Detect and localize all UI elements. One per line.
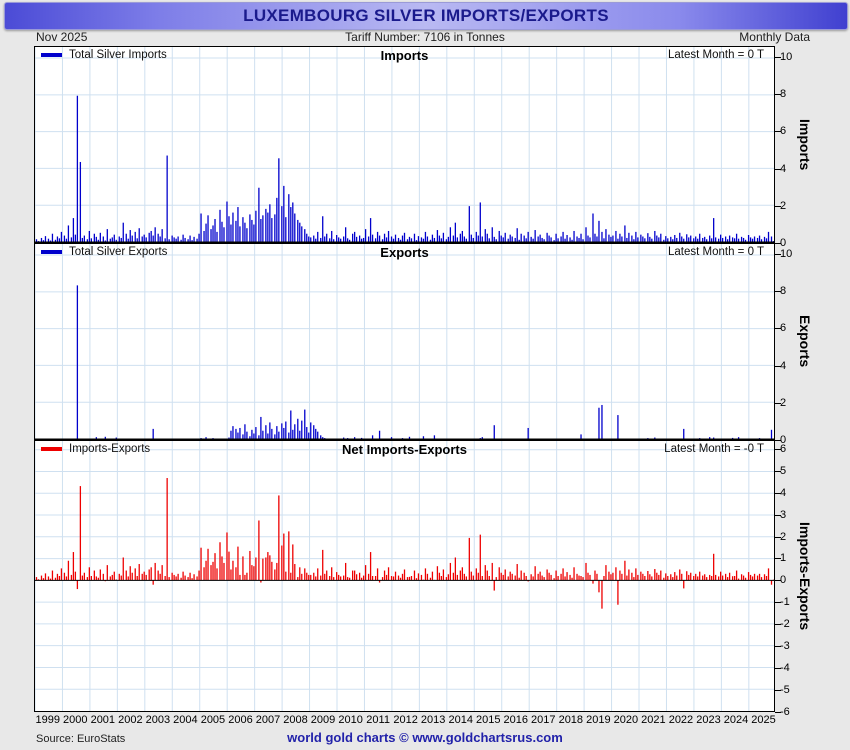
y-tick-label: -4	[780, 662, 790, 675]
y-tick-label: 10	[780, 51, 793, 64]
y-tick-mark	[775, 243, 781, 244]
y-axis-title-exports: Exports	[797, 315, 813, 368]
y-tick-mark	[775, 690, 781, 692]
x-tick-label: 2001	[90, 714, 116, 726]
x-tick-label: 2020	[613, 714, 639, 726]
x-tick-label: 2023	[696, 714, 721, 726]
y-tick-label: 4	[780, 486, 787, 499]
y-tick-mark	[775, 646, 781, 648]
y-tick-label: -1	[780, 596, 790, 609]
y-tick-mark	[775, 536, 781, 538]
y-tick-label: 3	[780, 508, 787, 521]
y-tick-label: 0	[780, 237, 787, 249]
y-tick-mark	[775, 514, 781, 516]
y-tick-label: -5	[780, 684, 790, 697]
x-tick-label: 2016	[503, 714, 528, 726]
chart-panel-imports: Total Silver Imports Imports Latest Mont…	[34, 46, 775, 243]
x-tick-label: 2006	[228, 714, 253, 726]
x-tick-label: 2009	[310, 714, 336, 726]
y-tick-label: 2	[780, 396, 787, 409]
brand-watermark: world gold charts © www.goldchartsrus.co…	[287, 730, 563, 745]
x-tick-label: 2018	[558, 714, 584, 726]
x-tick-label: 2000	[63, 714, 88, 726]
x-tick-label: 2007	[255, 714, 281, 726]
y-tick-mark	[775, 328, 781, 330]
y-tick-label: 5	[780, 464, 787, 477]
x-tick-label: 2024	[723, 714, 749, 726]
y-tick-label: 8	[780, 285, 787, 298]
y-tick-mark	[775, 492, 781, 494]
x-tick-label: 2011	[366, 714, 390, 726]
chart-panel-net: Imports-Exports Net Imports-Exports Late…	[34, 440, 775, 712]
y-tick-mark	[775, 402, 781, 404]
y-axis-title-imports: Imports	[797, 118, 813, 171]
window-title-bar: LUXEMBOURG SILVER IMPORTS/EXPORTS	[4, 2, 848, 30]
y-tick-label: -2	[780, 618, 790, 631]
y-tick-label: 10	[780, 248, 793, 261]
y-tick-mark	[775, 94, 781, 96]
y-tick-label: 0	[780, 434, 787, 446]
x-tick-label: 2005	[200, 714, 226, 726]
y-tick-mark	[775, 291, 781, 293]
y-tick-label: 8	[780, 88, 787, 101]
header-tariff: Tariff Number: 7106 in Tonnes	[345, 30, 505, 44]
y-tick-mark	[775, 254, 781, 256]
x-tick-label: 2012	[393, 714, 418, 726]
x-axis-labels: 1999 2000 2001 2002 2003 2004 2005 2006 2007 2008…	[34, 714, 776, 728]
x-tick-label: 2013	[420, 714, 446, 726]
x-tick-label: 2025	[751, 714, 776, 726]
x-tick-label: 2017	[531, 714, 556, 726]
y-tick-mark	[775, 602, 781, 604]
y-tick-mark	[775, 168, 781, 170]
x-tick-label: 2019	[586, 714, 611, 726]
imports-plot	[35, 47, 774, 242]
y-tick-mark	[775, 205, 781, 207]
exports-plot	[35, 244, 774, 439]
y-tick-mark	[775, 624, 781, 626]
x-tick-label: 2003	[145, 714, 171, 726]
x-tick-label: 2010	[338, 714, 363, 726]
header-date: Nov 2025	[36, 30, 88, 44]
y-tick-mark	[775, 668, 781, 670]
source-label: Source: EuroStats	[36, 733, 126, 745]
y-tick-label: 6	[780, 322, 787, 335]
y-tick-mark	[775, 365, 781, 367]
y-tick-label: 6	[780, 442, 787, 455]
y-tick-mark	[775, 558, 781, 560]
y-tick-label: 6	[780, 125, 787, 138]
x-tick-label: 2008	[283, 714, 308, 726]
y-tick-label: 1	[780, 552, 787, 565]
y-tick-mark	[775, 470, 781, 472]
y-tick-mark	[775, 440, 781, 441]
y-tick-mark	[775, 448, 781, 450]
x-tick-label: 2015	[475, 714, 501, 726]
y-tick-label: -3	[780, 640, 790, 653]
y-axis-title-net: Imports-Exports	[797, 521, 813, 631]
x-tick-label: 2002	[118, 714, 143, 726]
x-tick-label: 2022	[668, 714, 694, 726]
y-tick-mark	[775, 712, 781, 713]
chart-panel-exports: Total Silver Exports Exports Latest Mont…	[34, 243, 775, 440]
y-tick-label: 4	[780, 359, 787, 372]
y-tick-label: 2	[780, 530, 787, 543]
y-tick-label: 0	[780, 574, 787, 587]
y-tick-mark	[775, 57, 781, 59]
y-tick-label: 2	[780, 199, 787, 212]
net-plot	[35, 441, 774, 711]
y-tick-label: -6	[780, 706, 790, 718]
x-tick-label: 2014	[448, 714, 473, 726]
page-title: LUXEMBOURG SILVER IMPORTS/EXPORTS	[243, 6, 609, 25]
x-tick-label: 2004	[173, 714, 198, 726]
y-tick-mark	[775, 131, 781, 133]
x-tick-label: 1999	[35, 714, 60, 726]
header-frequency: Monthly Data	[739, 30, 810, 44]
x-tick-label: 2021	[641, 714, 666, 726]
y-tick-label: 4	[780, 162, 787, 175]
y-tick-mark	[775, 580, 781, 582]
